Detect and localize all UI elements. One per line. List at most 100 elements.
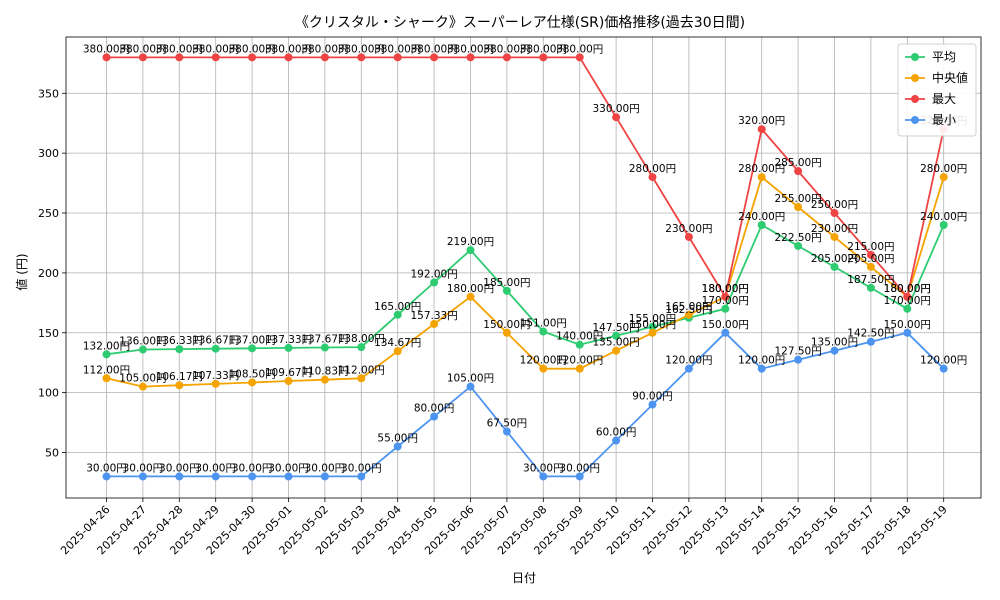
data-point	[866, 337, 875, 346]
data-label: 55.00円	[377, 433, 418, 445]
data-point	[866, 283, 875, 292]
data-label: 240.00円	[738, 211, 785, 223]
data-label: 135.00円	[811, 337, 858, 349]
data-point	[539, 53, 548, 62]
data-point	[502, 427, 511, 436]
data-label: 150.00円	[702, 319, 749, 331]
data-label: 380.00円	[192, 43, 239, 55]
data-point	[102, 53, 111, 62]
data-point	[357, 343, 366, 352]
data-label: 185.00円	[483, 277, 530, 289]
data-point	[721, 292, 730, 301]
data-point	[648, 400, 657, 409]
data-label: 380.00円	[483, 43, 530, 55]
data-label: 280.00円	[738, 163, 785, 175]
data-point	[357, 53, 366, 62]
data-label: 30.00円	[305, 462, 346, 474]
data-point	[211, 344, 220, 353]
data-label: 150.00円	[884, 319, 931, 331]
data-point	[466, 292, 475, 301]
data-label: 120.00円	[520, 355, 567, 367]
data-point	[830, 232, 839, 241]
data-label: 165.00円	[665, 301, 712, 313]
data-label: 120.00円	[665, 355, 712, 367]
data-label: 107.33円	[192, 370, 239, 382]
data-label: 180.00円	[884, 283, 931, 295]
data-point	[466, 53, 475, 62]
data-point	[539, 472, 548, 481]
data-point	[794, 203, 803, 212]
data-point	[648, 173, 657, 182]
data-label: 60.00円	[596, 427, 637, 439]
legend-swatch-marker	[911, 53, 919, 61]
data-label: 162.50円	[665, 304, 712, 316]
data-point	[357, 374, 366, 383]
data-label: 330.00円	[592, 103, 639, 115]
data-point	[575, 53, 584, 62]
series-line	[106, 175, 945, 388]
data-point	[248, 378, 257, 387]
data-point	[575, 340, 584, 349]
data-label: 380.00円	[83, 43, 130, 55]
legend-box	[897, 43, 977, 137]
legend-label: 平均	[932, 50, 956, 64]
data-label: 135.00円	[592, 337, 639, 349]
data-point	[648, 322, 657, 331]
data-label: 30.00円	[523, 462, 564, 474]
data-point	[866, 250, 875, 259]
data-label: 222.50円	[774, 232, 821, 244]
data-point	[248, 344, 257, 353]
data-point	[794, 241, 803, 250]
data-point	[102, 472, 111, 481]
data-label: 140.00円	[556, 331, 603, 343]
data-point	[903, 328, 912, 337]
data-label: 137.67円	[301, 334, 348, 346]
data-label: 205.00円	[811, 253, 858, 265]
data-label: 110.83円	[301, 366, 348, 378]
data-label: 180.00円	[447, 283, 494, 295]
data-labels: 132.00円136.00円136.33円136.67円137.00円137.3…	[83, 43, 967, 474]
data-point	[830, 209, 839, 218]
data-label: 112.00円	[338, 364, 385, 376]
data-point	[721, 304, 730, 313]
data-point	[211, 53, 220, 62]
legend-swatch-marker	[911, 74, 919, 82]
data-point	[284, 472, 293, 481]
data-point	[612, 331, 621, 340]
data-point	[903, 304, 912, 313]
data-label: 120.00円	[556, 355, 603, 367]
data-label: 150.00円	[629, 319, 676, 331]
legend-swatch-marker	[911, 116, 919, 124]
data-label: 80.00円	[414, 403, 455, 415]
data-label: 380.00円	[265, 43, 312, 55]
data-label: 380.00円	[338, 43, 385, 55]
data-label: 155.00円	[629, 313, 676, 325]
y-tick-label: 350	[38, 87, 59, 100]
data-label: 240.00円	[920, 211, 967, 223]
data-label: 136.67円	[192, 335, 239, 347]
data-label: 187.50円	[847, 274, 894, 286]
data-label: 30.00円	[341, 462, 382, 474]
data-label: 105.00円	[447, 373, 494, 385]
data-label: 67.50円	[487, 418, 528, 430]
y-tick-label: 100	[38, 387, 59, 400]
data-point	[211, 379, 220, 388]
data-point	[903, 292, 912, 301]
data-point	[539, 327, 548, 336]
data-point	[612, 346, 621, 355]
data-label: 230.00円	[811, 223, 858, 235]
data-point	[502, 286, 511, 295]
data-label: 320.00円	[738, 115, 785, 127]
data-label: 30.00円	[268, 462, 309, 474]
data-point	[248, 472, 257, 481]
data-point	[430, 319, 439, 328]
data-point	[466, 246, 475, 255]
data-label: 215.00円	[847, 241, 894, 253]
data-label: 127.50円	[774, 346, 821, 358]
y-tick-label: 200	[38, 267, 59, 280]
data-label: 205.00円	[847, 253, 894, 265]
data-label: 180.00円	[702, 283, 749, 295]
legend-label: 最小	[932, 113, 956, 127]
data-point	[612, 113, 621, 122]
data-label: 30.00円	[86, 462, 127, 474]
